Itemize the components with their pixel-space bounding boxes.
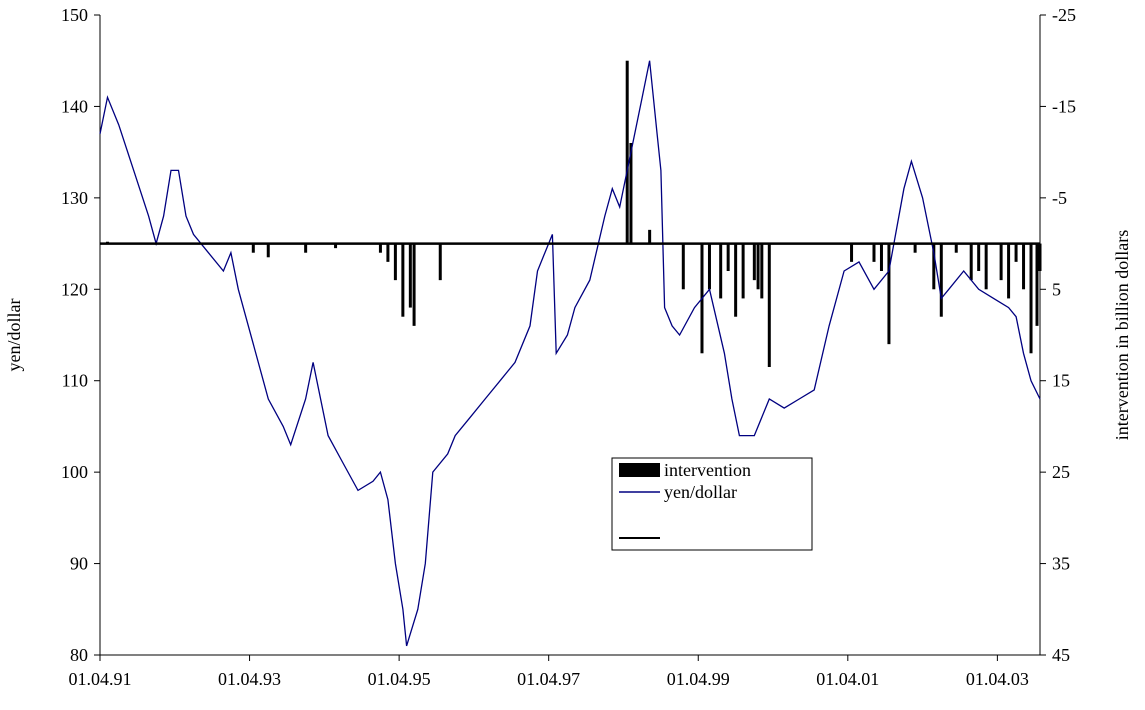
x-tick-label: 01.04.97 xyxy=(517,669,580,689)
intervention-bar xyxy=(887,243,891,345)
x-tick-label: 01.04.95 xyxy=(368,669,431,689)
intervention-bar xyxy=(977,243,981,271)
yen-dollar-line xyxy=(99,60,1041,647)
intervention-bar xyxy=(969,243,973,281)
intervention-bar xyxy=(625,60,629,244)
intervention-bar xyxy=(393,243,397,281)
intervention-bar xyxy=(681,243,685,290)
intervention-bar xyxy=(378,243,382,253)
intervention-bar xyxy=(629,143,633,244)
x-tick-label: 01.04.01 xyxy=(816,669,879,689)
y-tick-label: 120 xyxy=(61,279,88,299)
intervention-bar xyxy=(408,243,412,308)
y2-tick-label: -15 xyxy=(1052,96,1076,116)
x-tick-label: 01.04.93 xyxy=(218,669,281,689)
intervention-bar xyxy=(1022,243,1026,290)
y-axis-label: yen/dollar xyxy=(4,299,24,372)
legend-label: intervention xyxy=(664,460,751,480)
intervention-bar xyxy=(932,243,936,290)
y2-tick-label: 5 xyxy=(1052,279,1061,299)
y-tick-label: 100 xyxy=(61,462,88,482)
intervention-bar xyxy=(913,243,917,253)
intervention-bar xyxy=(648,229,652,244)
y2-axis-label: intervention in billion dollars xyxy=(1112,230,1132,440)
y2-tick-label: -25 xyxy=(1052,5,1076,25)
intervention-bar xyxy=(1029,243,1033,354)
intervention-bar xyxy=(386,243,390,262)
intervention-bar xyxy=(266,243,270,258)
intervention-bar xyxy=(1014,243,1018,262)
intervention-bar xyxy=(251,243,255,253)
intervention-bar xyxy=(734,243,738,317)
y2-tick-label: 25 xyxy=(1052,462,1070,482)
intervention-bar xyxy=(438,243,442,281)
x-tick-label: 01.04.91 xyxy=(69,669,132,689)
intervention-bar xyxy=(850,243,854,262)
y2-tick-label: 15 xyxy=(1052,371,1070,391)
intervention-bar xyxy=(756,243,760,290)
y-tick-label: 110 xyxy=(62,371,88,391)
intervention-bar xyxy=(954,243,958,253)
intervention-bar xyxy=(999,243,1003,281)
intervention-bar xyxy=(719,243,723,299)
intervention-bar xyxy=(741,243,745,299)
y2-tick-label: 35 xyxy=(1052,554,1070,574)
intervention-bar xyxy=(767,243,771,367)
y-tick-label: 80 xyxy=(70,645,88,665)
intervention-bar xyxy=(412,243,416,326)
y-tick-label: 130 xyxy=(61,188,88,208)
y2-tick-label: 45 xyxy=(1052,645,1070,665)
y-tick-label: 150 xyxy=(61,5,88,25)
intervention-bar xyxy=(879,243,883,271)
intervention-bar xyxy=(984,243,988,290)
intervention-bar xyxy=(401,243,405,317)
legend-label: yen/dollar xyxy=(664,482,737,502)
y2-tick-label: -5 xyxy=(1052,188,1067,208)
x-tick-label: 01.04.99 xyxy=(667,669,730,689)
intervention-bar xyxy=(1035,243,1039,326)
intervention-bar xyxy=(1007,243,1011,299)
intervention-bar xyxy=(872,243,876,262)
x-tick-label: 01.04.03 xyxy=(966,669,1029,689)
intervention-bar xyxy=(1038,243,1042,271)
legend-swatch xyxy=(619,463,660,477)
intervention-bar xyxy=(726,243,730,271)
intervention-bar xyxy=(939,243,943,317)
y-tick-label: 90 xyxy=(70,554,88,574)
intervention-bar xyxy=(707,243,711,290)
intervention-bar xyxy=(752,243,756,281)
intervention-bar xyxy=(304,243,308,253)
intervention-bar xyxy=(334,243,338,249)
y-tick-label: 140 xyxy=(61,96,88,116)
intervention-bar xyxy=(760,243,764,299)
